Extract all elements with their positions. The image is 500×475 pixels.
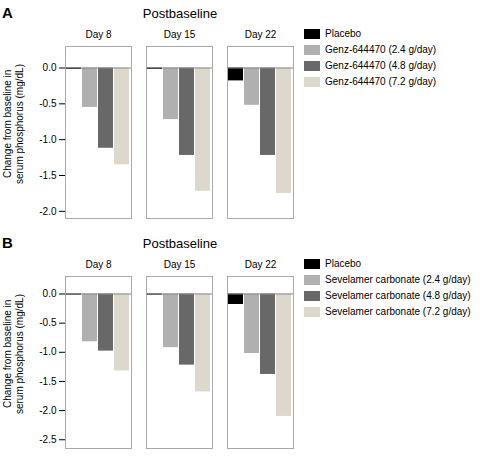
svg-text:-1.5: -1.5 xyxy=(39,170,57,181)
html-text:Sevelamer carbonate (4.8 g/day: Sevelamer carbonate (4.8 g/day) xyxy=(325,290,471,301)
html-text:Postbaseline: Postbaseline xyxy=(142,236,218,251)
html-text:Genz-644470 (2.4 g/day): Genz-644470 (2.4 g/day) xyxy=(325,44,437,55)
html-text:Placebo: Placebo xyxy=(325,258,362,269)
svg-text:Day 8: Day 8 xyxy=(85,29,112,40)
svg-text:Day 8: Day 8 xyxy=(85,259,112,270)
svg-text:Day 15: Day 15 xyxy=(164,29,196,40)
html-text:Change from baseline in serum: Change from baseline in serum phosphorus… xyxy=(2,64,25,184)
html-text:A: A xyxy=(2,4,13,21)
svg-text:0.0: 0.0 xyxy=(43,288,57,299)
svg-text:0.0: 0.0 xyxy=(43,62,57,73)
svg-text:-0.5: -0.5 xyxy=(39,317,57,328)
html-text:Sevelamer carbonate (7.2 g/day: Sevelamer carbonate (7.2 g/day) xyxy=(325,306,471,317)
html-text:Genz-644470 (7.2 g/day): Genz-644470 (7.2 g/day) xyxy=(325,76,437,87)
svg-text:-1.5: -1.5 xyxy=(39,376,57,387)
svg-text:Day 22: Day 22 xyxy=(245,29,277,40)
html-text:B: B xyxy=(2,234,13,251)
svg-text:-2.5: -2.5 xyxy=(39,434,57,445)
svg-text:Day 22: Day 22 xyxy=(245,259,277,270)
html-text:Change from baseline in serum: Change from baseline in serum phosphorus… xyxy=(2,294,25,414)
svg-text:-0.5: -0.5 xyxy=(39,98,57,109)
html-text:Sevelamer carbonate (2.4 g/day: Sevelamer carbonate (2.4 g/day) xyxy=(325,274,471,285)
svg-text:-1.0: -1.0 xyxy=(39,346,57,357)
svg-text:Day 15: Day 15 xyxy=(164,259,196,270)
html-text:Genz-644470 (4.8 g/day): Genz-644470 (4.8 g/day) xyxy=(325,60,437,71)
html-text:Postbaseline: Postbaseline xyxy=(142,6,218,21)
html-text:Placebo: Placebo xyxy=(325,28,362,39)
svg-text:-1.0: -1.0 xyxy=(39,134,57,145)
svg-text:-2.0: -2.0 xyxy=(39,405,57,416)
svg-text:-2.0: -2.0 xyxy=(39,206,57,217)
